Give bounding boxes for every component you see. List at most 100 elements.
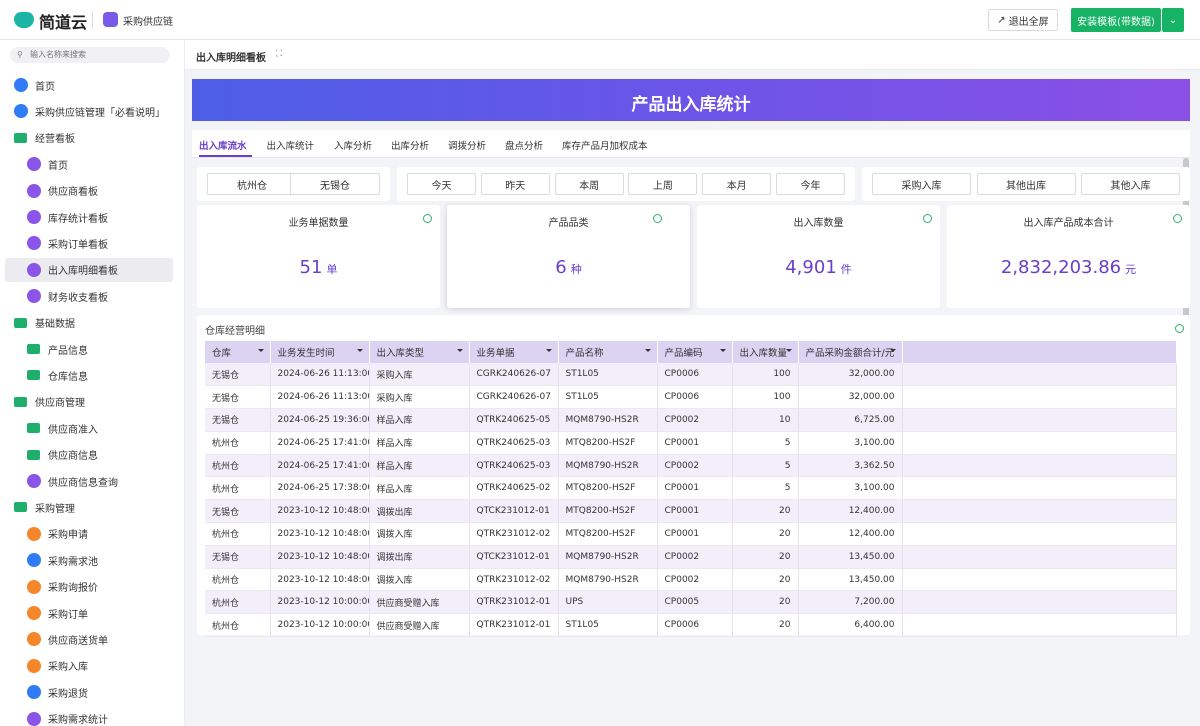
cell: 13,450.00 [798, 568, 903, 592]
install-dropdown[interactable]: ⌄ [1162, 8, 1184, 32]
sidebar-item[interactable]: 采购订单看板 [5, 231, 173, 255]
filter-button[interactable]: 采购入库 [872, 173, 971, 195]
sidebar-item[interactable]: 基础数据 [5, 311, 173, 335]
cell: 无锡仓 [205, 363, 271, 387]
item-icon [27, 289, 41, 304]
fullscreen-icon[interactable]: ⛶ [276, 49, 283, 59]
filter-button[interactable]: 本周 [554, 173, 624, 195]
filter-button[interactable]: 今天 [407, 173, 476, 195]
sidebar-item[interactable]: 采购入库 [5, 654, 173, 678]
page-tab[interactable]: 出入库明细看板 [196, 53, 266, 64]
info-icon[interactable] [1175, 324, 1184, 333]
filter-button[interactable]: 上周 [628, 173, 698, 195]
sidebar-item[interactable]: 经营看板 [5, 126, 173, 150]
table-row[interactable]: 杭州仓 2023-10-12 10:00:00 供应商受赠入库 QTRK231012-… [205, 590, 1177, 615]
install-button[interactable]: 安装模板(带数据) [1071, 8, 1161, 32]
column-header[interactable]: 出入库数量 [732, 341, 799, 363]
table-row[interactable]: 无锡仓 2023-10-12 10:48:00 调拨出库 QTCK231012-01 M… [205, 499, 1177, 524]
filter-button[interactable]: 其他入库 [1081, 173, 1180, 195]
cell: CP0005 [657, 590, 733, 615]
item-label: 仓库信息 [48, 371, 88, 383]
search-box[interactable]: ⚲ 输入名称来搜索 [10, 47, 170, 63]
table-row[interactable]: 杭州仓 2024-06-25 17:38:00 样品入库 QTRK240625-02 M… [205, 476, 1177, 501]
exit-fullscreen-button[interactable]: ↗ 退出全屏 [988, 9, 1058, 31]
cell: 样品入库 [369, 408, 470, 432]
filter-button[interactable]: 昨天 [480, 173, 550, 195]
filter-button[interactable]: 其他出库 [976, 173, 1076, 195]
cell: MTQ8200-HS2F [558, 522, 658, 546]
item-icon [27, 474, 41, 488]
filter-button[interactable]: 无锡仓 [290, 173, 380, 195]
sidebar-item[interactable]: 财务收支看板 [5, 284, 173, 308]
column-header[interactable]: 业务发生时间 [270, 341, 370, 363]
sidebar-item[interactable]: 供应商信息 [5, 443, 173, 467]
info-icon[interactable] [1173, 214, 1182, 223]
filler-cell [902, 590, 1177, 615]
column-header[interactable]: 产品编码 [657, 341, 733, 363]
sidebar-item[interactable]: 库存统计看板 [5, 205, 173, 229]
info-icon[interactable] [923, 214, 932, 223]
tab[interactable]: 库存产品月加权成本 [562, 141, 648, 152]
info-icon[interactable] [653, 214, 662, 223]
column-header[interactable]: 产品名称 [558, 341, 658, 363]
sidebar-item[interactable]: 采购申请 [5, 522, 173, 546]
sidebar-item[interactable]: 采购退货 [5, 680, 173, 704]
table-row[interactable]: 杭州仓 2023-10-12 10:48:00 调拨入库 QTRK231012-02 M… [205, 522, 1177, 546]
filler-cell [902, 454, 1177, 478]
table-row[interactable]: 杭州仓 2024-06-25 17:41:00 样品入库 QTRK240625-03 M… [205, 454, 1177, 478]
sidebar-item[interactable]: 供应商管理 [5, 390, 173, 414]
tab[interactable]: 入库分析 [334, 141, 373, 152]
tab[interactable]: 出入库流水 [199, 141, 247, 152]
table-row[interactable]: 无锡仓 2023-10-12 10:48:00 调拨出库 QTCK231012-01 M… [205, 545, 1177, 569]
cell: 样品入库 [369, 431, 470, 455]
sidebar-item[interactable]: 采购需求池 [5, 548, 173, 572]
tab[interactable]: 出入库统计 [266, 141, 315, 152]
table-row[interactable]: 无锡仓 2024-06-26 11:13:00 采购入库 CGRK240626-07 S… [205, 385, 1177, 410]
sidebar-item[interactable]: 供应商准入 [5, 416, 173, 440]
filler-cell [902, 545, 1177, 569]
sidebar-item[interactable]: 供应商信息查询 [5, 469, 173, 493]
cell: 6,725.00 [798, 408, 903, 432]
table-row[interactable]: 无锡仓 2024-06-26 11:13:00 采购入库 CGRK240626-07 S… [205, 363, 1177, 387]
cell: 调拨出库 [369, 545, 470, 569]
info-icon[interactable] [423, 214, 432, 223]
filter-button[interactable]: 今年 [776, 173, 845, 195]
item-icon [27, 711, 41, 726]
tab[interactable]: 出库分析 [391, 141, 430, 152]
app-name[interactable]: 采购供应链 [123, 17, 173, 28]
filter-button[interactable]: 杭州仓 [207, 173, 297, 195]
cell: 20 [732, 568, 799, 592]
sidebar-item[interactable]: 首页 [5, 73, 173, 97]
cell: 样品入库 [369, 454, 470, 478]
table-row[interactable]: 杭州仓 2023-10-12 10:00:00 供应商受赠入库 QTRK231012-… [205, 613, 1177, 638]
table-row[interactable]: 杭州仓 2023-10-12 10:48:00 调拨入库 QTRK231012-02 M… [205, 568, 1177, 592]
sidebar-item[interactable]: 采购需求统计 [5, 707, 173, 726]
filter-button[interactable]: 本月 [702, 173, 772, 195]
cell: 5 [732, 431, 799, 455]
column-header[interactable]: 业务单据 [469, 341, 559, 363]
cell: 12,400.00 [798, 522, 903, 546]
sidebar-item[interactable]: 供应商看板 [5, 179, 173, 203]
kpi-label: 产品品类 [548, 218, 589, 229]
sidebar-item[interactable]: 首页 [5, 152, 173, 176]
sidebar-item[interactable]: 采购订单 [5, 601, 173, 625]
table-row[interactable]: 无锡仓 2024-06-25 19:36:00 样品入库 QTRK240625-05 M… [205, 408, 1177, 432]
sidebar-item[interactable]: 采购管理 [5, 495, 173, 519]
sidebar-item[interactable]: 仓库信息 [5, 363, 173, 387]
sidebar-item[interactable]: 供应商送货单 [5, 627, 173, 651]
column-header[interactable]: 出入库类型 [369, 341, 470, 363]
column-header[interactable]: 产品采购金额合计/元 [798, 341, 903, 363]
cell: CP0006 [657, 385, 733, 410]
column-header[interactable]: 仓库 [205, 341, 271, 363]
cell: CP0001 [657, 431, 733, 455]
table-row[interactable]: 杭州仓 2024-06-25 17:41:00 样品入库 QTRK240625-03 M… [205, 431, 1177, 455]
sidebar-item[interactable]: 采购供应链管理「必看说明」 [5, 99, 173, 123]
item-label: 采购退货 [48, 688, 88, 700]
sidebar-item[interactable]: 产品信息 [5, 337, 173, 361]
tab[interactable]: 调拨分析 [448, 141, 487, 152]
cell: 杭州仓 [205, 431, 271, 455]
item-label: 采购询报价 [48, 583, 98, 595]
sidebar-item[interactable]: 采购询报价 [5, 575, 173, 599]
tab[interactable]: 盘点分析 [505, 141, 544, 152]
sidebar-item[interactable]: 出入库明细看板 [5, 257, 173, 282]
